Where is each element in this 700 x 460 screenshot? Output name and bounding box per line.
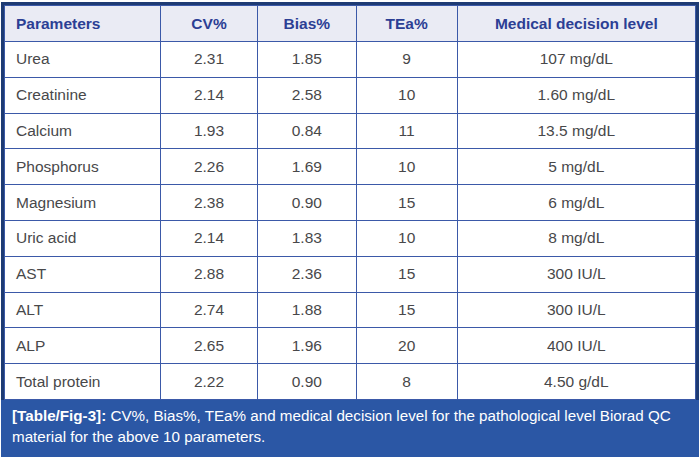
cell-value: 6 mg/dL (457, 185, 695, 221)
cell-value: 4.50 g/dL (457, 364, 695, 400)
table-row: Phosphorus2.261.69105 mg/dL (5, 149, 696, 185)
table-row: Magnesium2.380.90156 mg/dL (5, 185, 696, 221)
cell-value: 2.36 (257, 256, 356, 292)
cell-value: 1.88 (257, 292, 356, 328)
cell-value: 15 (356, 292, 457, 328)
cell-value: 300 IU/L (457, 256, 695, 292)
cell-value: 2.26 (161, 149, 258, 185)
caption-label: [Table/Fig-3]: (12, 407, 106, 424)
cell-value: 9 (356, 42, 457, 78)
cell-parameter: Magnesium (5, 185, 161, 221)
header-cell-3: TEa% (356, 6, 457, 42)
cell-parameter: ALP (5, 328, 161, 364)
cell-value: 2.88 (161, 256, 258, 292)
table-row: Creatinine2.142.58101.60 mg/dL (5, 77, 696, 113)
cell-value: 1.96 (257, 328, 356, 364)
cell-value: 2.14 (161, 77, 258, 113)
table-row: Uric acid2.141.83108 mg/dL (5, 220, 696, 256)
cell-value: 400 IU/L (457, 328, 695, 364)
parameters-table: ParametersCV%Bias%TEa%Medical decision l… (4, 5, 696, 400)
cell-parameter: Creatinine (5, 77, 161, 113)
cell-value: 1.69 (257, 149, 356, 185)
cell-parameter: AST (5, 256, 161, 292)
cell-parameter: Total protein (5, 364, 161, 400)
cell-value: 2.38 (161, 185, 258, 221)
cell-value: 8 mg/dL (457, 220, 695, 256)
cell-value: 1.60 mg/dL (457, 77, 695, 113)
table-header-row: ParametersCV%Bias%TEa%Medical decision l… (5, 6, 696, 42)
table-row: Total protein2.220.9084.50 g/dL (5, 364, 696, 400)
header-cell-0: Parameters (5, 6, 161, 42)
page: ParametersCV%Bias%TEa%Medical decision l… (0, 0, 700, 460)
cell-parameter: ALT (5, 292, 161, 328)
cell-parameter: Urea (5, 42, 161, 78)
table-row: Calcium1.930.841113.5 mg/dL (5, 113, 696, 149)
cell-value: 0.90 (257, 364, 356, 400)
cell-parameter: Phosphorus (5, 149, 161, 185)
cell-value: 15 (356, 185, 457, 221)
table-body: Urea2.311.859107 mg/dLCreatinine2.142.58… (5, 42, 696, 400)
cell-value: 0.84 (257, 113, 356, 149)
cell-value: 13.5 mg/dL (457, 113, 695, 149)
cell-value: 1.83 (257, 220, 356, 256)
cell-value: 2.65 (161, 328, 258, 364)
cell-value: 0.90 (257, 185, 356, 221)
cell-value: 11 (356, 113, 457, 149)
cell-value: 1.85 (257, 42, 356, 78)
cell-value: 2.14 (161, 220, 258, 256)
table-row: Urea2.311.859107 mg/dL (5, 42, 696, 78)
caption-text: CV%, Bias%, TEa% and medical decision le… (12, 407, 671, 445)
cell-value: 10 (356, 77, 457, 113)
cell-parameter: Calcium (5, 113, 161, 149)
header-cell-2: Bias% (257, 6, 356, 42)
cell-value: 20 (356, 328, 457, 364)
table-caption: [Table/Fig-3]: CV%, Bias%, TEa% and medi… (1, 400, 699, 457)
cell-value: 2.74 (161, 292, 258, 328)
cell-value: 15 (356, 256, 457, 292)
table-row: AST2.882.3615300 IU/L (5, 256, 696, 292)
cell-value: 2.58 (257, 77, 356, 113)
cell-value: 5 mg/dL (457, 149, 695, 185)
table-frame: ParametersCV%Bias%TEa%Medical decision l… (1, 2, 699, 400)
cell-value: 10 (356, 149, 457, 185)
cell-value: 10 (356, 220, 457, 256)
cell-value: 300 IU/L (457, 292, 695, 328)
cell-value: 2.31 (161, 42, 258, 78)
cell-value: 2.22 (161, 364, 258, 400)
table-row: ALT2.741.8815300 IU/L (5, 292, 696, 328)
table-row: ALP2.651.9620400 IU/L (5, 328, 696, 364)
cell-value: 8 (356, 364, 457, 400)
header-cell-4: Medical decision level (457, 6, 695, 42)
cell-parameter: Uric acid (5, 220, 161, 256)
cell-value: 1.93 (161, 113, 258, 149)
header-cell-1: CV% (161, 6, 258, 42)
cell-value: 107 mg/dL (457, 42, 695, 78)
